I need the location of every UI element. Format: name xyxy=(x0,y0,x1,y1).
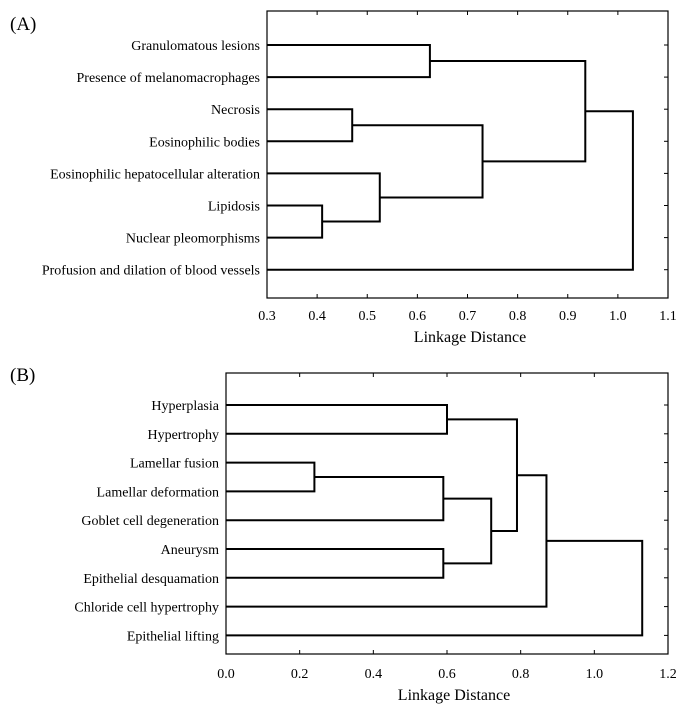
leaf-label: Aneurysm xyxy=(161,543,219,558)
dendrogram-link xyxy=(443,497,493,565)
x-tick-label: 0.0 xyxy=(217,667,235,682)
panel-a: (A) Granulomatous lesions Presence of mel… xyxy=(10,10,677,346)
leaf-label: Eosinophilic bodies xyxy=(149,135,260,150)
panel-a-leaf-labels: Granulomatous lesions Presence of melanom… xyxy=(42,39,260,279)
dendrogram-link xyxy=(226,476,445,522)
x-tick-label: 0.6 xyxy=(409,309,427,324)
dendrogram-link xyxy=(267,108,354,143)
panel-b: (B) Hyperplasia Hypertrophy Lamellar fusio… xyxy=(10,365,677,704)
dendrogram-link xyxy=(447,418,518,532)
panel-b-x-axis-title: Linkage Distance xyxy=(398,687,510,704)
dendrogram-link xyxy=(226,539,644,637)
leaf-label: Necrosis xyxy=(211,103,260,118)
x-tick-label: 1.0 xyxy=(609,309,627,324)
dendrogram-link xyxy=(267,172,381,223)
leaf-label: Nuclear pleomorphisms xyxy=(126,232,260,247)
dendrogram-link xyxy=(226,474,548,608)
leaf-label: Epithelial lifting xyxy=(127,629,219,644)
x-tick-label: 0.5 xyxy=(359,309,377,324)
x-tick-label: 1.1 xyxy=(659,309,677,324)
x-tick-label: 0.2 xyxy=(291,667,309,682)
dendrogram-link xyxy=(267,110,634,271)
panel-b-dendrogram-links xyxy=(226,404,644,637)
dendrogram-link xyxy=(226,461,316,493)
leaf-label: Eosinophilic hepatocellular alteration xyxy=(50,167,260,182)
dendrogram-link xyxy=(226,404,448,435)
dendrogram-link xyxy=(267,204,324,239)
leaf-label: Profusion and dilation of blood vessels xyxy=(42,264,260,279)
x-tick-label: 0.3 xyxy=(258,309,276,324)
x-tick-label: 1.2 xyxy=(659,667,677,682)
x-tick-label: 1.0 xyxy=(586,667,604,682)
panel-a-plot-frame xyxy=(266,10,669,299)
x-tick-label: 0.7 xyxy=(459,309,477,324)
dendrogram-link xyxy=(267,44,431,79)
leaf-label: Lipidosis xyxy=(208,200,260,215)
panel-a-x-axis-title: Linkage Distance xyxy=(414,329,526,346)
panel-b-label: (B) xyxy=(10,365,35,386)
leaf-label: Hyperplasia xyxy=(151,399,219,414)
panel-a-dendrogram-links xyxy=(267,44,634,271)
x-tick-label: 0.6 xyxy=(438,667,456,682)
x-tick-label: 0.8 xyxy=(509,309,527,324)
x-tick-label: 0.8 xyxy=(512,667,530,682)
dendrogram-link xyxy=(226,548,445,579)
leaf-label: Epithelial desquamation xyxy=(83,572,219,587)
x-tick-label: 0.9 xyxy=(559,309,577,324)
panel-a-x-axis-ticks: 0.3 0.4 0.5 0.6 0.7 0.8 0.9 1.0 1.1 xyxy=(258,11,677,324)
leaf-label: Lamellar fusion xyxy=(130,457,219,472)
leaf-label: Lamellar deformation xyxy=(97,485,219,500)
leaf-label: Presence of melanomacrophages xyxy=(77,71,260,86)
dendrogram-link xyxy=(352,124,484,199)
leaf-label: Hypertrophy xyxy=(147,428,219,443)
leaf-label: Goblet cell degeneration xyxy=(81,514,219,529)
dendrogram-link xyxy=(429,60,587,163)
leaf-label: Granulomatous lesions xyxy=(131,39,260,54)
panel-a-label: (A) xyxy=(10,14,36,35)
panel-b-x-axis-ticks: 0.0 0.2 0.4 0.6 0.8 1.0 1.2 xyxy=(217,373,677,682)
x-tick-label: 0.4 xyxy=(365,667,383,682)
panel-b-leaf-labels: Hyperplasia Hypertrophy Lamellar fusion Lam… xyxy=(74,399,219,644)
x-tick-label: 0.4 xyxy=(308,309,326,324)
leaf-label: Chloride cell hypertrophy xyxy=(74,601,219,616)
